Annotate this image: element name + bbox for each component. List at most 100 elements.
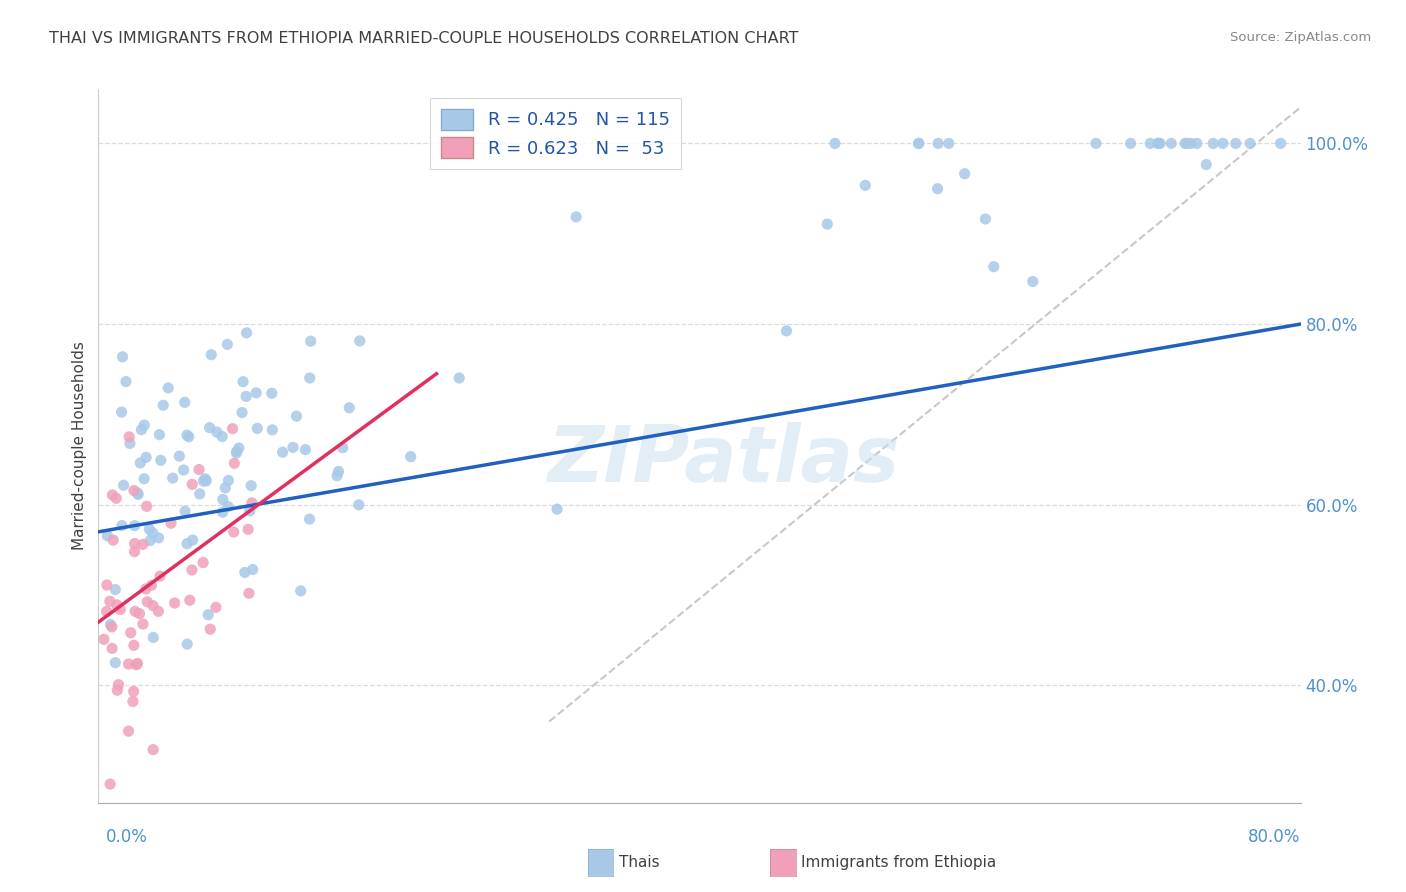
Point xyxy=(148,531,170,545)
Point xyxy=(246,421,269,435)
Point xyxy=(1270,136,1292,151)
Point xyxy=(298,371,321,385)
Point xyxy=(162,471,184,485)
Point xyxy=(174,504,197,518)
Point xyxy=(927,182,949,196)
Point xyxy=(449,371,471,385)
Point xyxy=(193,474,215,488)
Point xyxy=(117,657,139,671)
Text: THAI VS IMMIGRANTS FROM ETHIOPIA MARRIED-COUPLE HOUSEHOLDS CORRELATION CHART: THAI VS IMMIGRANTS FROM ETHIOPIA MARRIED… xyxy=(49,31,799,46)
Point xyxy=(853,178,876,193)
Point xyxy=(124,604,146,618)
Point xyxy=(105,598,128,612)
Point xyxy=(198,420,221,434)
Point xyxy=(217,474,239,488)
Point xyxy=(332,441,354,455)
Point xyxy=(1119,136,1142,151)
Point xyxy=(135,582,157,596)
Point xyxy=(135,500,157,514)
Point xyxy=(112,478,135,492)
Point xyxy=(299,334,322,348)
Point xyxy=(205,425,228,439)
Point xyxy=(824,136,846,151)
Point xyxy=(1225,136,1247,151)
Point xyxy=(1239,136,1261,151)
Point xyxy=(232,375,254,389)
Point xyxy=(117,724,139,739)
Point xyxy=(177,430,200,444)
Point xyxy=(1202,136,1225,151)
Point xyxy=(195,474,218,488)
Point xyxy=(565,210,588,224)
Point xyxy=(217,337,239,351)
Point xyxy=(120,625,142,640)
Point xyxy=(1084,136,1107,151)
Point xyxy=(132,617,155,632)
Point xyxy=(104,656,127,670)
Point xyxy=(1139,136,1161,151)
Point xyxy=(181,533,204,547)
Point xyxy=(337,401,360,415)
Point xyxy=(136,595,159,609)
Point xyxy=(1147,136,1170,151)
Point xyxy=(179,593,201,607)
Point xyxy=(240,478,263,492)
Point xyxy=(152,398,174,412)
Point xyxy=(1160,136,1182,151)
Point xyxy=(104,582,127,597)
Point xyxy=(93,632,115,647)
Point xyxy=(127,486,149,500)
Point xyxy=(101,533,124,548)
Text: 0.0%: 0.0% xyxy=(105,828,148,846)
Point xyxy=(217,500,239,514)
Point xyxy=(96,578,118,592)
Point xyxy=(1174,136,1197,151)
Point xyxy=(235,326,257,340)
Point xyxy=(105,491,128,506)
Point xyxy=(124,544,146,558)
Point xyxy=(222,524,245,539)
Point xyxy=(148,427,170,442)
Point xyxy=(775,324,797,338)
Point xyxy=(349,334,371,348)
Point xyxy=(974,211,997,226)
Point xyxy=(110,602,132,616)
Point xyxy=(125,657,148,672)
Point xyxy=(96,529,118,543)
Point xyxy=(262,423,284,437)
Point xyxy=(96,605,118,619)
Point xyxy=(285,409,308,424)
Point xyxy=(127,657,149,671)
Point xyxy=(1149,136,1171,151)
Point xyxy=(98,777,121,791)
Point xyxy=(907,136,929,151)
Point xyxy=(127,487,149,501)
Point xyxy=(115,375,138,389)
Point xyxy=(142,599,165,613)
Point xyxy=(399,450,422,464)
Point xyxy=(221,422,243,436)
Point xyxy=(181,563,204,577)
Point xyxy=(953,167,976,181)
Point xyxy=(129,456,152,470)
Point xyxy=(236,522,259,536)
Point xyxy=(240,496,263,510)
Point xyxy=(260,386,283,401)
Point xyxy=(347,498,370,512)
Point xyxy=(1147,136,1170,151)
Point xyxy=(163,596,186,610)
Point xyxy=(188,487,211,501)
Point xyxy=(235,389,257,403)
Point xyxy=(194,472,217,486)
Y-axis label: Married-couple Households: Married-couple Households xyxy=(72,342,87,550)
Point xyxy=(135,450,157,465)
Point xyxy=(111,350,134,364)
Point xyxy=(200,348,222,362)
Point xyxy=(101,641,124,656)
Point xyxy=(211,492,233,507)
Point xyxy=(298,512,321,526)
Point xyxy=(134,418,156,433)
Point xyxy=(1175,136,1198,151)
Text: ZIPatlas: ZIPatlas xyxy=(547,422,900,499)
Point xyxy=(546,502,568,516)
